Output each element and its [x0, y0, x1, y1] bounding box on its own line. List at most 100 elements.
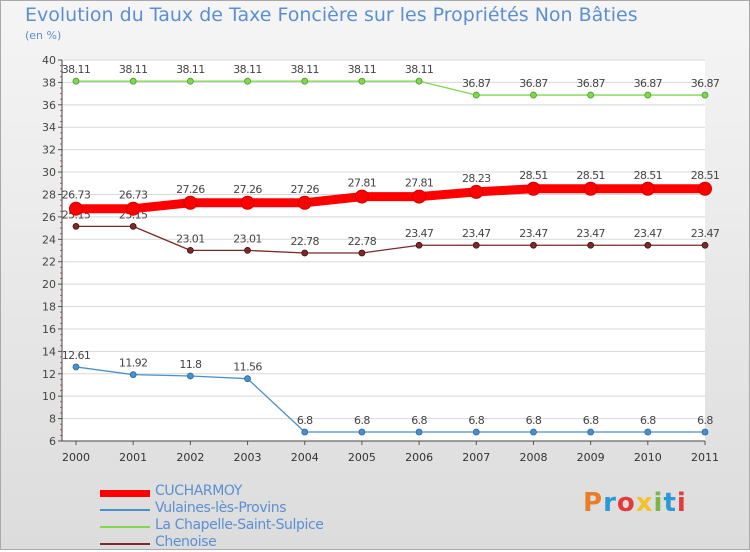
x-tick-label: 2002 [176, 451, 204, 464]
data-label: 27.81 [348, 177, 377, 190]
data-label: 6.8 [640, 414, 656, 427]
data-point [644, 428, 652, 436]
data-label: 12.61 [62, 349, 91, 362]
data-point [69, 201, 83, 216]
data-point [186, 246, 194, 254]
data-point [701, 91, 709, 99]
data-point [472, 91, 480, 99]
data-point [301, 428, 309, 436]
data-point [640, 181, 655, 196]
legend-label: La Chapelle-Saint-Sulpice [155, 517, 324, 533]
series-line [75, 366, 706, 433]
y-minor-tick [60, 221, 62, 223]
data-label: 27.81 [405, 177, 434, 190]
y-minor-tick [60, 434, 62, 436]
y-minor-tick [60, 93, 62, 95]
x-tick-label: 2008 [519, 451, 547, 464]
data-label: 36.87 [519, 77, 548, 90]
y-minor-tick [60, 356, 62, 358]
y-minor-tick [60, 429, 62, 431]
data-point [183, 195, 198, 210]
y-minor-tick [60, 266, 62, 268]
y-minor-tick [60, 278, 62, 280]
data-point [301, 249, 309, 257]
x-tick-label: 2005 [348, 451, 376, 464]
data-point [530, 428, 537, 436]
chart-title: Evolution du Taux de Taxe Foncière sur l… [25, 4, 638, 26]
y-minor-tick [60, 250, 62, 251]
y-minor-tick [60, 121, 62, 123]
data-label: 6.8 [354, 414, 370, 427]
data-point [415, 77, 423, 85]
y-minor-tick [60, 412, 62, 414]
data-label: 38.11 [119, 63, 148, 76]
y-tick-label: 38 [42, 76, 56, 89]
data-label: 26.73 [62, 189, 91, 202]
x-tick-label: 2010 [634, 451, 662, 464]
data-point [415, 241, 423, 249]
data-point [72, 363, 80, 371]
y-minor-tick [60, 188, 62, 190]
y-tick-label: 8 [49, 413, 56, 426]
data-label: 38.11 [62, 63, 91, 76]
y-tick-label: 18 [42, 301, 56, 314]
data-point [701, 241, 709, 249]
y-tick-label: 22 [42, 256, 56, 269]
data-label: 6.8 [411, 414, 427, 427]
data-label: 36.87 [462, 77, 491, 90]
data-label: 23.01 [176, 232, 205, 245]
y-tick-label: 32 [42, 144, 56, 157]
data-point [244, 375, 251, 383]
y-minor-tick [60, 255, 62, 257]
data-label: 23.47 [691, 227, 720, 240]
x-tick-label: 2004 [291, 451, 319, 464]
y-minor-tick [60, 76, 62, 78]
y-minor-tick [60, 98, 62, 100]
x-tick-label: 2006 [405, 451, 433, 464]
y-minor-tick [60, 272, 62, 274]
data-label: 22.78 [290, 235, 319, 248]
data-point [126, 201, 141, 216]
y-minor-tick [60, 345, 62, 347]
unit-label: (en %) [25, 29, 62, 42]
data-label: 27.26 [290, 183, 319, 196]
data-point [587, 241, 595, 249]
data-label: 6.8 [697, 414, 713, 427]
data-point [530, 91, 537, 99]
data-point [186, 77, 194, 85]
data-label: 6.8 [468, 414, 484, 427]
y-minor-tick [60, 244, 62, 246]
y-tick-label: 10 [42, 390, 56, 403]
data-point [244, 77, 251, 85]
y-minor-tick [60, 390, 62, 392]
x-tick-label: 2000 [62, 451, 90, 464]
legend-swatch [100, 509, 150, 511]
data-point [297, 195, 312, 210]
legend-label: Chenoise [155, 534, 217, 550]
data-label: 28.51 [691, 169, 720, 182]
y-tick-label: 28 [42, 188, 56, 201]
y-minor-tick [60, 227, 62, 229]
data-label: 38.11 [405, 63, 434, 76]
y-minor-tick [60, 367, 62, 369]
y-minor-tick [60, 322, 62, 324]
data-label: 6.8 [297, 414, 313, 427]
y-minor-tick [60, 205, 62, 207]
data-point [354, 189, 369, 204]
data-label: 36.87 [634, 77, 663, 90]
y-minor-tick [60, 109, 62, 111]
data-label: 27.26 [233, 183, 262, 196]
y-minor-tick [60, 406, 62, 408]
y-minor-tick [60, 300, 62, 302]
data-point [244, 246, 251, 254]
y-minor-tick [60, 132, 62, 134]
x-tick-label: 2001 [119, 451, 147, 464]
data-point [644, 241, 652, 249]
y-minor-tick [60, 317, 62, 319]
data-point [701, 428, 709, 436]
data-point [526, 181, 541, 196]
data-point [240, 195, 255, 210]
data-point [358, 428, 366, 436]
series-line [71, 184, 710, 214]
